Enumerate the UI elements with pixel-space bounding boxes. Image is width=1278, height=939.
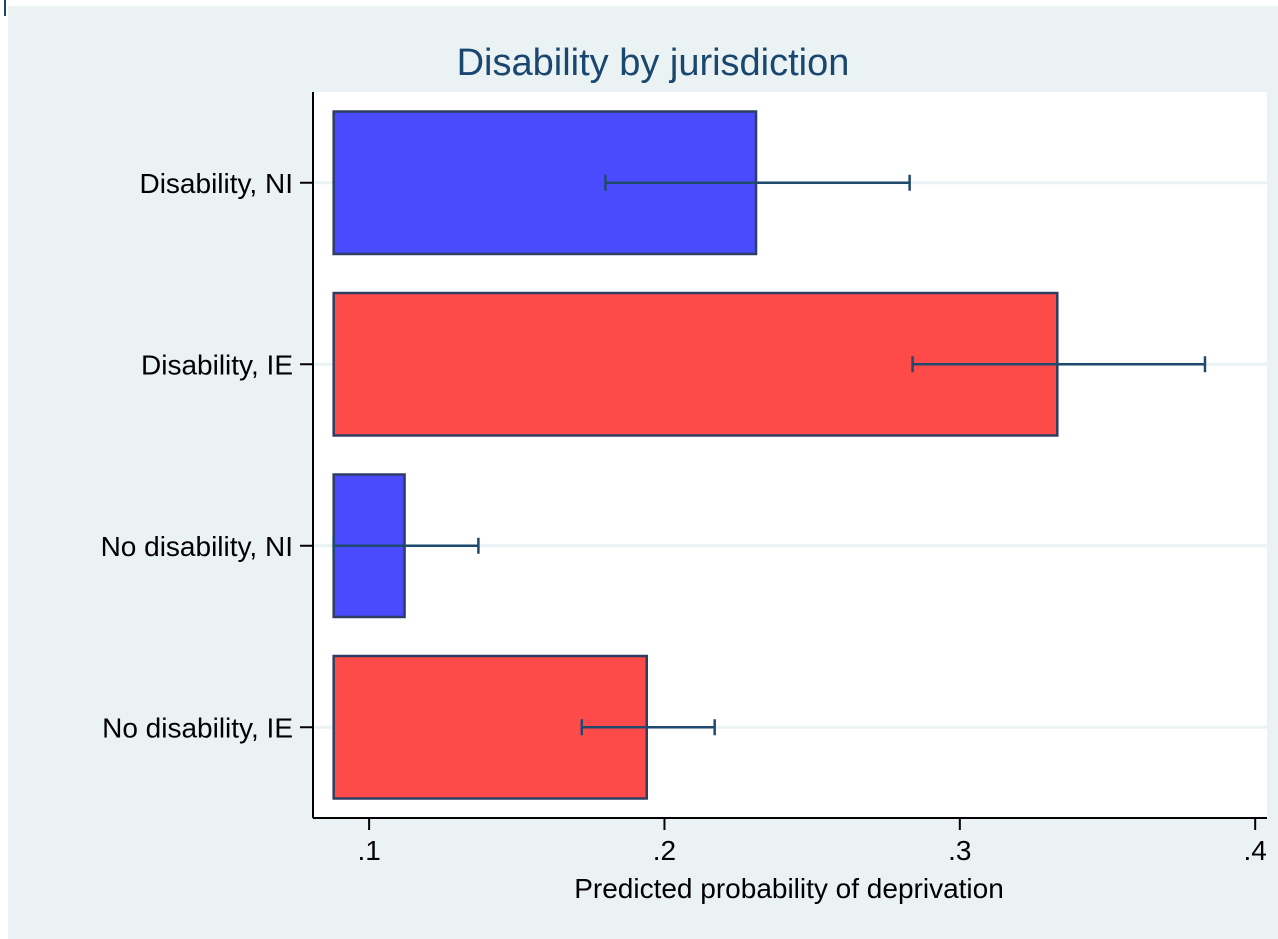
y-tick-label: Disability, IE — [141, 349, 293, 380]
chart-title: Disability by jurisdiction — [457, 42, 850, 84]
x-axis-title: Predicted probability of deprivation — [574, 873, 1004, 904]
y-tick-label: No disability, NI — [101, 531, 293, 562]
x-axis-ticks: .1 .2 .3 .4 — [357, 818, 1267, 866]
x-tick-label: .4 — [1244, 835, 1267, 866]
error-bars — [332, 174, 1207, 736]
x-tick-label: .3 — [948, 835, 971, 866]
x-tick-label: .1 — [357, 835, 380, 866]
y-axis-ticks: Disability, NI Disability, IE No disabilit… — [101, 168, 313, 743]
y-tick-label: No disability, IE — [102, 712, 293, 743]
x-tick-label: .2 — [653, 835, 676, 866]
corner-mark — [4, 0, 6, 16]
y-tick-label: Disability, NI — [139, 168, 293, 199]
